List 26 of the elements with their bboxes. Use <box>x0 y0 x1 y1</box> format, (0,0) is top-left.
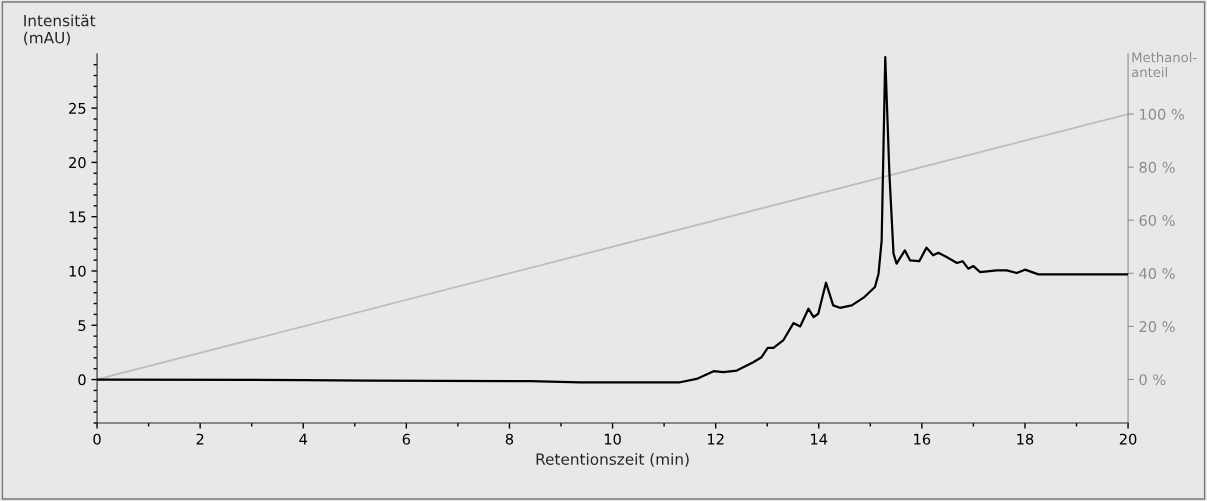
y2-tick-label: 0 % <box>1139 374 1166 386</box>
y-axis-title: Intensität (mAU) <box>24 14 96 46</box>
x-tick-label: 4 <box>299 433 308 445</box>
y2-axis-title: Methanol- anteil <box>1131 52 1197 78</box>
y-tick-label: 25 <box>69 102 86 114</box>
x-tick-label: 14 <box>811 433 828 445</box>
x-tick-label: 16 <box>914 433 931 445</box>
x-tick-label: 0 <box>93 433 101 445</box>
x-axis-title: Retentionszeit (min) <box>536 453 689 467</box>
y-tick-label: 20 <box>69 157 86 169</box>
y-tick-label: 15 <box>69 211 86 223</box>
x-tick-label: 20 <box>1119 433 1137 445</box>
y2-tick-label: 100 % <box>1140 108 1184 120</box>
x-tick-label: 6 <box>402 433 411 445</box>
y-tick-label: 0 <box>78 374 86 386</box>
y-tick-label: 5 <box>78 320 86 332</box>
x-tick-label: 10 <box>604 433 621 445</box>
y2-tick-label: 60 % <box>1139 214 1175 226</box>
x-tick-label: 12 <box>707 433 724 445</box>
y2-tick-label: 80 % <box>1139 161 1175 173</box>
x-tick-label: 2 <box>196 433 204 445</box>
x-tick-label: 18 <box>1017 433 1034 445</box>
y-tick-label: 10 <box>69 265 86 277</box>
x-tick-label: 8 <box>505 433 514 445</box>
y2-tick-label: 20 % <box>1139 321 1175 333</box>
y2-tick-label: 40 % <box>1139 268 1175 280</box>
